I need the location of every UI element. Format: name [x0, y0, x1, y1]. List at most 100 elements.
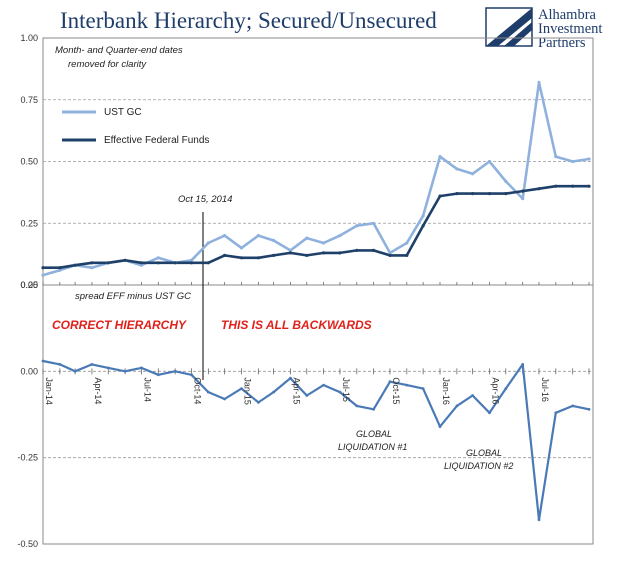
- x-axis-labels: Jan-14 Apr-14 Jul-14 Oct-14 Jan-15 Apr-15 Jul-…: [44, 377, 550, 405]
- x-tick-label: Apr-15: [291, 377, 301, 404]
- data-point: [471, 172, 475, 176]
- data-point: [156, 373, 160, 377]
- data-point: [421, 387, 425, 390]
- top-gridlines: [43, 99, 593, 224]
- data-point: [554, 184, 558, 188]
- data-point: [355, 248, 359, 252]
- data-point: [355, 224, 359, 228]
- data-point: [322, 383, 325, 387]
- data-point: [305, 236, 309, 240]
- liq1-line1: GLOBAL: [356, 429, 392, 439]
- data-point: [471, 394, 474, 397]
- data-point: [305, 253, 309, 257]
- data-point: [139, 261, 143, 265]
- chart-title: Interbank Hierarchy; Secured/Unsecured: [60, 8, 437, 33]
- data-point: [106, 261, 110, 265]
- liq2-line1: GLOBAL: [466, 448, 502, 458]
- data-point: [305, 394, 309, 397]
- brand-line3: Partners: [538, 35, 586, 51]
- data-point: [173, 369, 177, 373]
- x-tick-label: Jan-15: [242, 377, 252, 405]
- data-point: [471, 192, 475, 196]
- data-point: [189, 261, 194, 265]
- legend-label-ust-gc: UST GC: [104, 107, 142, 118]
- eff-points: [41, 184, 591, 270]
- data-point: [388, 251, 392, 255]
- data-point: [571, 404, 575, 408]
- x-tick-label: Oct-15: [391, 377, 401, 404]
- data-point: [272, 238, 276, 243]
- data-point: [338, 251, 342, 255]
- data-point: [338, 390, 342, 394]
- data-point: [487, 192, 492, 196]
- data-point: [90, 363, 94, 366]
- x-tick-label: Oct-14: [192, 377, 202, 404]
- data-point: [521, 197, 525, 201]
- y-tick-label: 0.75: [20, 95, 38, 105]
- data-point: [58, 268, 62, 272]
- y-tick-label: 0.25: [20, 218, 38, 228]
- y-tick-label: 0.00: [20, 366, 38, 376]
- data-point: [73, 369, 77, 373]
- data-point: [223, 397, 227, 401]
- data-point: [421, 224, 425, 228]
- data-point: [41, 359, 45, 363]
- data-point: [272, 253, 276, 257]
- y-tick-label: 0.00: [20, 280, 38, 290]
- data-point: [372, 221, 376, 225]
- data-point: [355, 404, 359, 408]
- data-point: [554, 411, 558, 415]
- data-point: [521, 189, 525, 193]
- y-tick-label: -0.25: [17, 453, 38, 463]
- data-point: [388, 380, 392, 384]
- data-point: [537, 187, 541, 191]
- data-point: [338, 234, 342, 238]
- data-point: [189, 258, 194, 262]
- data-point: [73, 263, 77, 267]
- data-point: [537, 518, 541, 522]
- top-note-line1: Month- and Quarter-end dates: [55, 45, 183, 56]
- data-point: [272, 390, 275, 394]
- brand-line2: Investment: [538, 21, 602, 37]
- data-point: [223, 253, 227, 257]
- data-point: [372, 248, 376, 252]
- data-point: [288, 251, 292, 255]
- data-point: [240, 387, 243, 390]
- data-point: [173, 261, 177, 265]
- plot-frame: [42, 37, 594, 545]
- data-point: [438, 194, 442, 198]
- data-point: [504, 179, 508, 183]
- data-point: [223, 234, 227, 238]
- top-note-line2: removed for clarity: [68, 59, 147, 70]
- data-point: [587, 184, 591, 188]
- data-point: [139, 263, 143, 267]
- alhambra-logo-icon: [485, 7, 533, 47]
- y-tick-label: 0.50: [20, 157, 38, 167]
- data-point: [156, 261, 160, 265]
- y-tick-label: -0.50: [17, 539, 38, 549]
- x-tick-label: Jul-15: [341, 377, 351, 402]
- data-point: [206, 241, 210, 245]
- data-point: [438, 425, 442, 428]
- y-tick-label: 0.25: [20, 280, 38, 290]
- data-point: [521, 363, 525, 366]
- liq1-line2: LIQUIDATION #1: [338, 442, 407, 452]
- x-minor-ticks: [42, 282, 590, 375]
- x-tick-label: Apr-14: [93, 377, 103, 404]
- data-point: [421, 214, 425, 218]
- data-point: [372, 407, 375, 411]
- data-point: [455, 404, 459, 408]
- y-tick-label: 1.00: [20, 33, 38, 43]
- data-point: [123, 258, 127, 262]
- oct15-annotation: Oct 15, 2014: [178, 194, 232, 205]
- data-point: [587, 407, 591, 411]
- correct-hierarchy-label: CORRECT HIERARCHY: [52, 318, 187, 332]
- data-point: [206, 390, 210, 394]
- data-point: [256, 234, 260, 238]
- x-tick-label: Jan-16: [441, 377, 451, 405]
- data-point: [571, 184, 575, 188]
- data-point: [58, 363, 62, 366]
- data-point: [239, 246, 244, 250]
- data-point: [257, 401, 260, 404]
